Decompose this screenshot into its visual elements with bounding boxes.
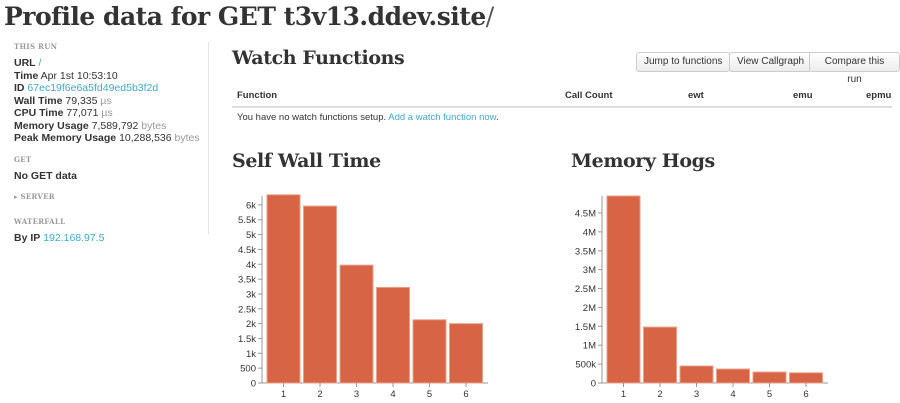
col-ewt: ewt [688,90,704,101]
bar [752,371,787,384]
memory-hogs-chart: 0 500k 1M 1.5M 2M 2.5M 3M 3.5M 4M 4.5M 1 2 3 4 5 6 [575,195,828,400]
y-tick-label: 1k [246,349,256,360]
url-link[interactable]: / [38,57,42,69]
memory-hogs-heading: Memory Hogs [571,150,715,172]
x-tick-label: 4 [730,389,735,400]
add-watch-function-link[interactable]: Add a watch function now [388,112,496,123]
bar [376,286,410,384]
bar [643,326,677,384]
page-title: Profile data for GET t3v13.ddev.site/ [4,2,494,31]
col-emu: emu [793,90,813,101]
y-tick-label: 4.5k [238,245,256,256]
y-tick-label: 500k [575,360,596,371]
y-tick-label: 4M [583,227,596,238]
x-tick-label: 1 [621,389,626,400]
x-tick-label: 6 [463,389,468,400]
x-tick-label: 3 [354,389,359,400]
jump-to-functions-button[interactable]: Jump to functions [636,52,731,72]
self-wall-time-heading: Self Wall Time [232,150,381,172]
section-waterfall: Waterfall [14,217,66,226]
bar [412,319,447,384]
bar [266,194,301,384]
y-tick-label: 500 [240,364,256,375]
y-tick-label: 3.5k [238,275,256,286]
no-get-data: No GET data [14,169,78,182]
sidebar: This Run URL / Time Apr 1st 10:53:10 ID … [14,42,209,244]
y-tick-label: 0 [591,379,596,390]
bar [449,323,483,384]
watch-table-header: Function Call Count ewt emu epmu [232,84,892,108]
y-tick-label: 5.5k [238,215,256,226]
bar [339,264,374,384]
bar [606,195,641,384]
y-tick-label: 5k [246,230,256,241]
x-tick-label: 6 [803,389,808,400]
view-callgraph-button[interactable]: View Callgraph [729,52,813,72]
col-function: Function [237,90,278,101]
x-tick-label: 5 [767,389,772,400]
y-tick-label: 4k [246,260,256,271]
col-call-count: Call Count [565,90,613,101]
x-tick-label: 2 [657,389,662,400]
y-tick-label: 3.5M [575,246,596,257]
x-tick-label: 3 [694,389,699,400]
y-tick-label: 0 [251,379,256,390]
y-tick-label: 3k [246,289,256,300]
run-id-link[interactable]: 67ec19f6e6a5fd49ed5b3f2d [27,82,159,94]
x-tick-label: 2 [317,389,322,400]
server-toggle[interactable]: ▸ Server [14,192,55,201]
bar [303,205,337,384]
col-epmu: epmu [866,90,892,101]
self-wall-time-chart: 0 500 1k 1.5k 2k 2.5k 3k 3.5k 4k 4.5k 5k 5.5k 6k 1 2 3 4… [238,194,488,400]
bar [716,368,750,384]
bar [679,365,714,384]
x-tick-label: 5 [427,389,432,400]
y-tick-label: 1M [583,341,596,352]
y-tick-label: 3M [583,265,596,276]
x-tick-label: 1 [281,389,286,400]
watch-functions-heading: Watch Functions [232,47,405,69]
x-tick-label: 4 [390,389,395,400]
compare-run-button[interactable]: Compare this run [809,52,900,85]
y-tick-label: 2.5k [238,304,256,315]
y-tick-label: 2.5M [575,284,596,295]
y-tick-label: 2M [583,303,596,314]
section-this-run: This Run [14,42,58,51]
y-tick-label: 4.5M [575,209,596,220]
y-tick-label: 1.5k [238,334,256,345]
section-get: Get [14,154,32,164]
ip-link[interactable]: 192.168.97.5 [43,232,105,244]
y-tick-label: 1.5M [575,322,596,333]
y-tick-label: 6k [246,200,256,211]
watch-empty-message: You have no watch functions setup. Add a… [237,112,499,123]
bar [789,372,823,384]
y-tick-label: 2k [246,319,256,330]
